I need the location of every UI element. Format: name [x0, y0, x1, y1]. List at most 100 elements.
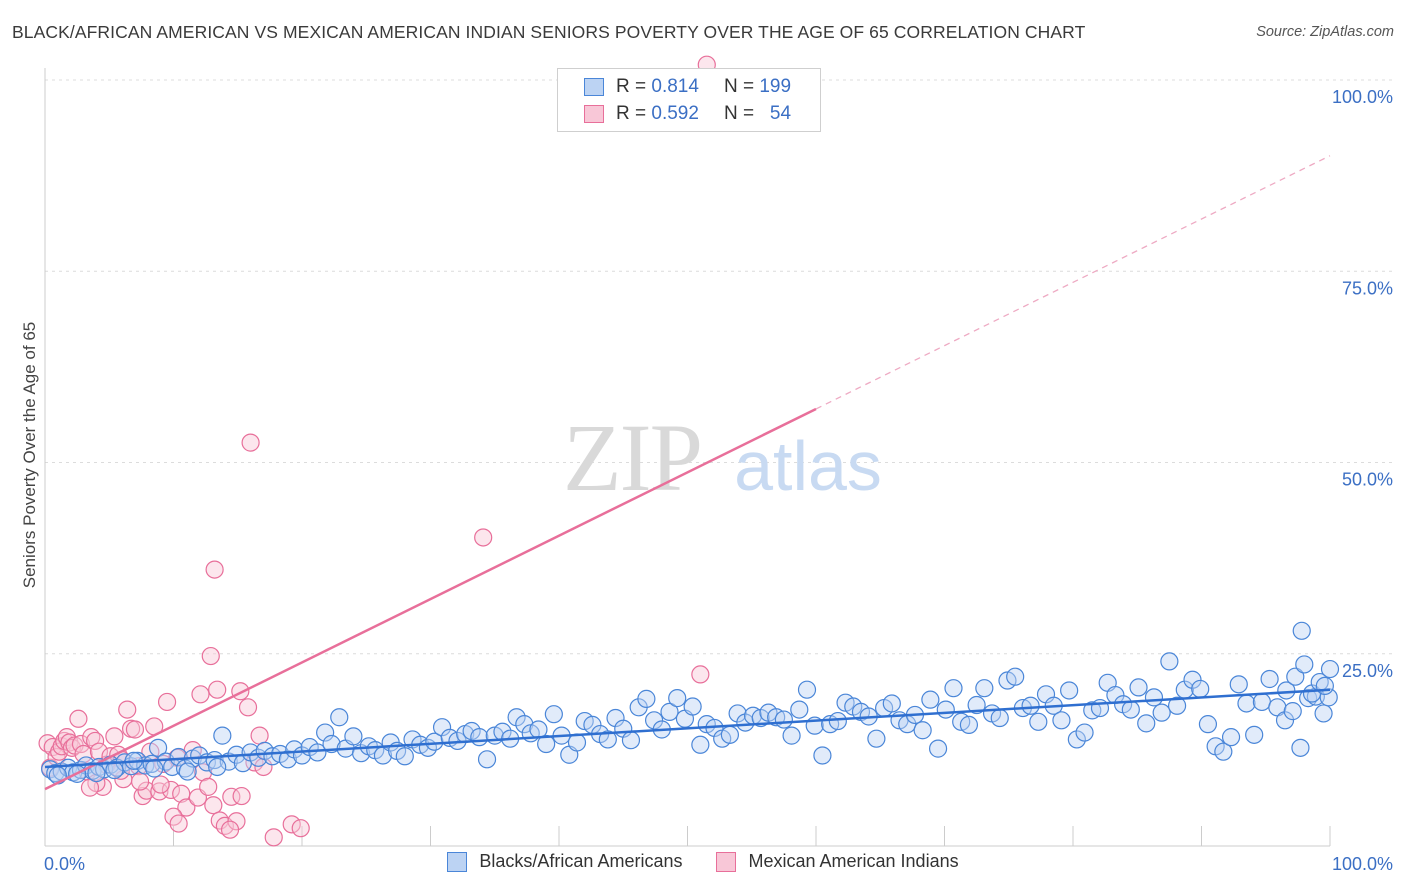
blue-point	[644, 711, 664, 730]
blue-point	[1252, 692, 1271, 712]
pink-point	[474, 528, 493, 547]
blue-point	[782, 726, 801, 745]
pink-point	[69, 709, 88, 728]
legend-r-value: 0.592	[651, 103, 699, 124]
blue-point	[1315, 676, 1334, 695]
blue-point	[660, 702, 679, 721]
legend-row-pink: R = 0.592 N = 54	[584, 101, 791, 127]
blue-point	[208, 757, 227, 777]
blue-point	[477, 750, 497, 769]
blue-point	[1052, 711, 1071, 730]
pink-point	[150, 782, 169, 801]
y-tick-label: 75.0%	[1342, 278, 1393, 298]
legend-swatch-blue	[584, 78, 604, 96]
x-tick-label: 100.0%	[1332, 854, 1393, 874]
blue-point	[1129, 678, 1148, 697]
blue-point	[913, 721, 932, 740]
blue-point	[728, 704, 747, 723]
blue-point	[1137, 714, 1156, 733]
blue-point	[774, 710, 793, 729]
blue-point	[178, 762, 197, 781]
blue-point	[425, 732, 444, 751]
y-tick-label: 50.0%	[1342, 470, 1393, 490]
legend-row-blue: R = 0.814 N = 199	[584, 74, 791, 100]
legend-label-blacks: Blacks/African Americans	[479, 851, 683, 871]
blue-point	[515, 715, 534, 734]
blue-point	[1260, 669, 1279, 689]
blue-point	[1021, 696, 1040, 715]
pink-point	[130, 772, 150, 791]
pink-point	[62, 738, 82, 757]
blue-point	[1144, 688, 1164, 707]
blue-point	[1221, 728, 1241, 747]
pink-point	[291, 819, 310, 838]
blue-point	[959, 715, 979, 734]
blue-point	[928, 739, 948, 758]
blue-point	[48, 766, 67, 785]
blue-point	[921, 690, 940, 709]
blue-point	[1214, 742, 1233, 761]
pink-point	[232, 786, 251, 806]
pink-point	[238, 698, 258, 717]
blue-point	[683, 697, 702, 716]
pink-point	[201, 646, 220, 666]
blue-point	[330, 708, 349, 727]
legend-swatch-mexican	[716, 851, 737, 872]
legend-swatch-blacks	[447, 851, 468, 872]
blue-point	[1191, 679, 1210, 699]
blue-point	[395, 747, 414, 766]
blue-point	[668, 689, 687, 708]
blue-point	[813, 746, 832, 765]
legend-item-mexican[interactable]: Mexican American Indians	[716, 851, 959, 872]
blue-point	[344, 727, 363, 746]
y-tick-label: 100.0%	[1332, 87, 1393, 107]
blue-point	[1029, 712, 1048, 731]
pink-point	[157, 692, 177, 712]
blue-point	[308, 743, 327, 762]
blue-point	[1292, 621, 1311, 640]
blue-point	[507, 708, 526, 727]
blue-point	[175, 759, 195, 778]
blue-point	[1229, 675, 1248, 694]
blue-point	[145, 759, 164, 778]
pink-point	[204, 796, 223, 815]
blue-point	[944, 679, 963, 698]
blue-point	[1320, 659, 1340, 679]
blue-point	[936, 700, 955, 719]
legend-n-label: N =	[723, 76, 755, 97]
pink-point	[264, 828, 283, 847]
blue-point	[470, 728, 489, 747]
tick-labels: 25.0% 50.0% 75.0% 100.0% 0.0% 100.0%	[44, 87, 1393, 874]
watermark-zip: ZIP	[563, 404, 701, 511]
blue-point	[544, 705, 563, 724]
pink-point	[282, 815, 301, 834]
pink-point	[205, 560, 224, 579]
blue-point	[1198, 715, 1218, 734]
blue-point	[797, 680, 817, 699]
pink-point	[199, 777, 218, 796]
pink-point	[250, 726, 269, 745]
blue-point	[1152, 703, 1171, 722]
blue-point	[1067, 730, 1086, 749]
pink-point	[125, 720, 145, 739]
blue-point	[1060, 681, 1079, 700]
pink-point	[241, 433, 260, 452]
pink-point	[177, 798, 196, 817]
blue-point	[621, 731, 641, 750]
blue-point	[637, 689, 656, 708]
pink-point	[161, 780, 181, 800]
blue-point	[1277, 681, 1296, 700]
legend-item-blacks[interactable]: Blacks/African Americans	[447, 851, 682, 872]
blue-point	[1167, 696, 1187, 715]
blue-point	[598, 730, 617, 749]
series-blacks-african-americans	[41, 621, 1340, 785]
legend-r-value: 0.814	[651, 76, 699, 97]
blue-point	[1314, 704, 1333, 723]
legend-r-label: R =	[616, 76, 647, 97]
blue-point	[1183, 670, 1202, 689]
y-axis-label: Seniors Poverty Over the Age of 65	[20, 321, 39, 589]
source-credit: Source: ZipAtlas.com	[1256, 24, 1394, 40]
pink-trend-line	[44, 407, 817, 791]
legend-n-label: N =	[723, 103, 755, 124]
